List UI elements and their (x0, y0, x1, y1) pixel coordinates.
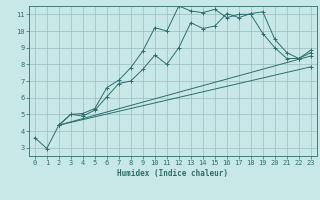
X-axis label: Humidex (Indice chaleur): Humidex (Indice chaleur) (117, 169, 228, 178)
